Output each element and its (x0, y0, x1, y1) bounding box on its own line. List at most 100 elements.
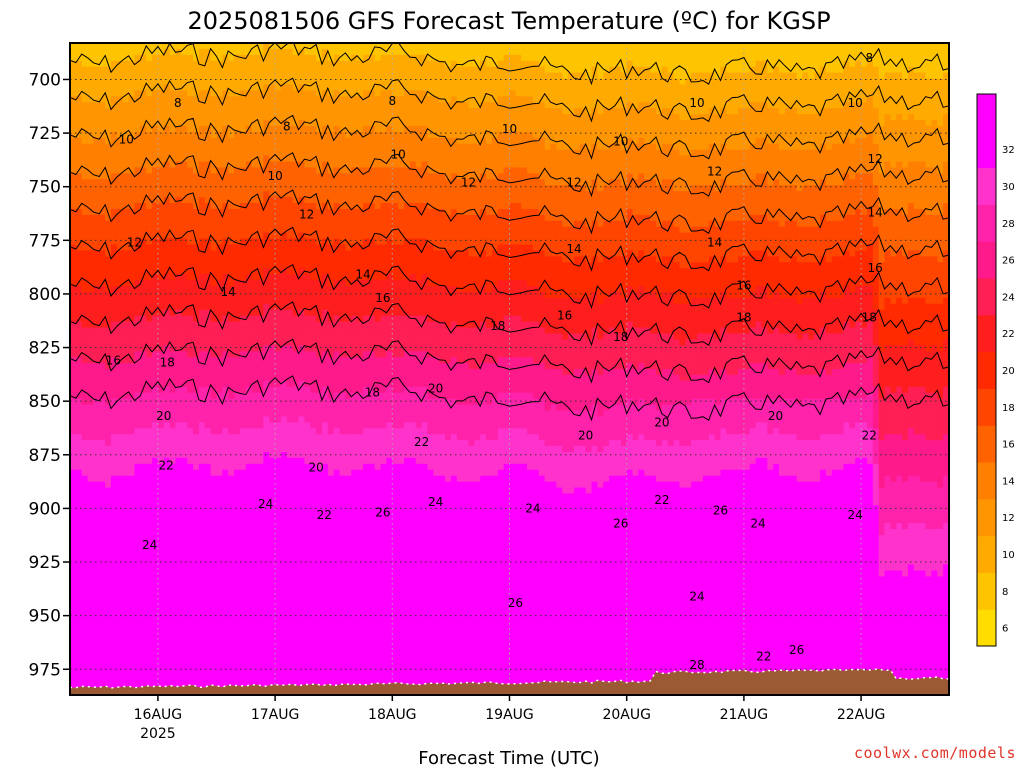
colorbar-segment (977, 425, 996, 463)
y-tick-label: 900 (29, 499, 61, 519)
colorbar-tick-label: 12 (1002, 513, 1015, 524)
contour-label: 22 (414, 435, 429, 449)
contour-label: 26 (613, 516, 628, 530)
contour-label: 12 (299, 208, 314, 222)
contour-20 (70, 263, 949, 310)
colorbar-segment (977, 572, 996, 610)
contour-label: 10 (119, 133, 134, 147)
x-tick-label: 17AUG (251, 707, 300, 723)
contour-label: 24 (142, 538, 157, 552)
contour-labels: 10 8 10 8 8 10 10 10 10 10 8 12 12 12 12 12 12 14 14 14 14 14… (106, 51, 883, 672)
y-tick-label: 775 (29, 231, 61, 251)
colorbar-tick-label: 28 (1002, 219, 1015, 230)
contour-label: 16 (736, 278, 751, 292)
contour-label: 10 (848, 96, 863, 110)
colorbar-tick-label: 24 (1002, 292, 1015, 303)
contour-label: 10 (267, 169, 282, 183)
ground-surface (70, 668, 949, 695)
contour-label: 14 (221, 285, 236, 299)
y-tick-label: 950 (29, 607, 61, 627)
colorbar-segment (977, 167, 996, 205)
x-tick-label: 22AUG (837, 707, 886, 723)
colorbar-frame (976, 93, 997, 647)
contour-label: 20 (578, 429, 593, 443)
contour-label: 20 (156, 409, 171, 423)
x-tick-label: 20AUG (602, 707, 651, 723)
colorbar-segment (977, 278, 996, 316)
contour-label: 22 (317, 508, 332, 522)
contour-label: 8 (174, 96, 182, 110)
contour-14 (70, 152, 949, 198)
colorbar-segment (977, 498, 996, 537)
colorbar-tick-label: 18 (1002, 403, 1015, 414)
contour-label: 16 (375, 291, 390, 305)
contour-lines (70, 43, 949, 422)
contour-label: 26 (789, 643, 804, 657)
x-tick-label: 18AUG (368, 707, 417, 723)
x-tick-label: 19AUG (485, 707, 534, 723)
contour-8 (70, 43, 949, 86)
colorbar-tick-label: 10 (1002, 550, 1015, 561)
colorbar-segment (977, 462, 996, 500)
contour-label: 22 (158, 459, 173, 473)
contour-label: 12 (707, 165, 722, 179)
contour-label: 20 (428, 381, 443, 395)
contour-label: 10 (689, 96, 704, 110)
contour-label: 12 (868, 152, 883, 166)
colorbar-segment (977, 535, 996, 573)
contour-24 (70, 338, 949, 384)
contour-label: 20 (768, 409, 783, 423)
colorbar-tick-label: 20 (1002, 366, 1015, 377)
colorbar-tick-label: 30 (1002, 182, 1015, 193)
contour-label: 26 (508, 596, 523, 610)
colorbar-segment (977, 204, 996, 242)
contour-label: 24 (848, 508, 863, 522)
chart-title: 2025081506 GFS Forecast Temperature (ºC)… (187, 7, 830, 35)
contour-label: 14 (868, 205, 883, 219)
x-tick-year: 2025 (140, 726, 176, 742)
colorbar-tick-label: 8 (1002, 587, 1008, 598)
contour-label: 10 (391, 148, 406, 162)
y-tick-label: 700 (29, 70, 61, 90)
contour-26 (70, 375, 949, 422)
colorbar-segment (977, 94, 996, 132)
contour-18 (70, 226, 949, 272)
contour-label: 8 (388, 94, 396, 108)
contour-label: 14 (707, 236, 722, 250)
contour-12 (70, 114, 949, 160)
colorbar-tick-label: 26 (1002, 256, 1015, 267)
colorbar-tick-label: 14 (1002, 476, 1015, 487)
x-axis-title: Forecast Time (UTC) (418, 748, 599, 768)
contour-22 (70, 301, 949, 347)
contour-label: 22 (862, 429, 877, 443)
contour-label: 10 (502, 122, 517, 136)
contour-label: 8 (283, 120, 291, 134)
contour-label: 18 (736, 311, 751, 325)
credit-text[interactable]: coolwx.com/models (854, 744, 1016, 762)
contour-10 (70, 77, 949, 123)
y-tick-label: 850 (29, 392, 61, 412)
y-tick-label: 800 (29, 285, 61, 305)
contour-label: 20 (308, 461, 323, 475)
contour-label: 24 (258, 497, 273, 511)
contour-label: 24 (428, 495, 443, 509)
contour-label: 12 (127, 236, 142, 250)
contour-label: 16 (868, 261, 883, 275)
colorbar-segment (977, 609, 996, 647)
contour-16 (70, 189, 949, 235)
contour-label: 22 (654, 493, 669, 507)
y-tick-label: 825 (29, 339, 61, 359)
colorbar: 6 8 10 12 14 16 18 20 22 24 26 28 30 32 (976, 93, 1015, 647)
colorbar-segment (977, 388, 996, 426)
y-tick-label: 925 (29, 553, 61, 573)
y-tick-label: 750 (29, 178, 61, 198)
colorbar-tick-label: 32 (1002, 145, 1015, 156)
y-tick-label: 725 (29, 124, 61, 144)
contour-label: 24 (750, 516, 765, 530)
contour-label: 16 (557, 308, 572, 322)
x-axis-ticks: 16AUG 17AUG 18AUG 19AUG 20AUG 21AUG 22AUG 2025 (134, 695, 886, 742)
contour-label: 22 (756, 649, 771, 663)
contour-label: 14 (566, 242, 581, 256)
contour-label: 24 (689, 589, 704, 603)
colorbar-segment (977, 241, 996, 279)
